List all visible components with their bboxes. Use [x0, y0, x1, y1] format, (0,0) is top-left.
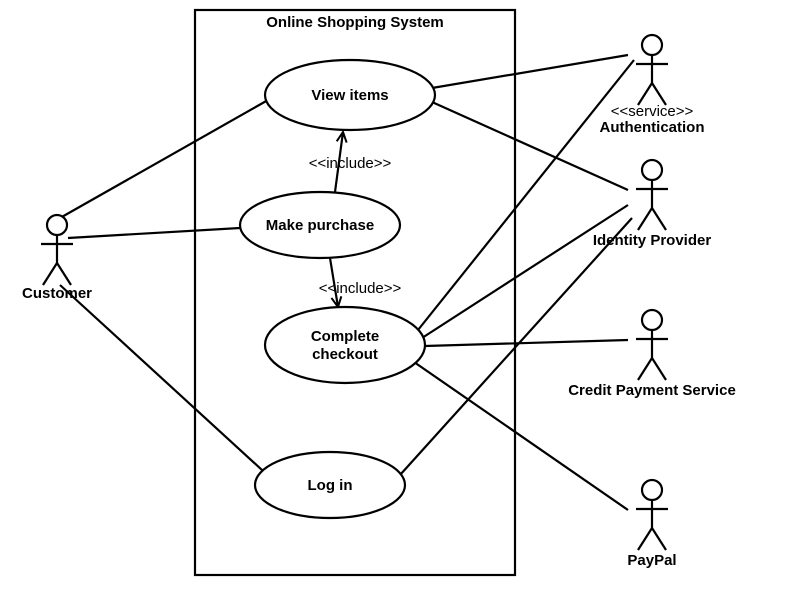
association-line [425, 340, 628, 346]
usecase-label: Log in [308, 477, 353, 494]
actor-customer [41, 215, 73, 285]
association-line [432, 102, 628, 190]
include-label: <<include>> [319, 280, 402, 297]
association-line [60, 100, 268, 218]
use-case-diagram: Online Shopping System View items Make p… [0, 0, 800, 599]
usecase-label: checkout [312, 346, 378, 363]
actor-label: Customer [22, 285, 92, 302]
actor-idp [636, 160, 668, 230]
usecase-log-in: Log in [255, 452, 405, 518]
usecase-label: Make purchase [266, 217, 374, 234]
usecase-complete-checkout: Complete checkout [265, 307, 425, 383]
actor-label: Identity Provider [593, 232, 712, 249]
usecase-make-purchase: Make purchase [240, 192, 400, 258]
association-line [422, 205, 628, 338]
actor-label: PayPal [627, 552, 676, 569]
actor-stereotype: <<service>> [611, 103, 694, 120]
actor-label: Authentication [600, 119, 705, 136]
actor-credit [636, 310, 668, 380]
actor-label: Credit Payment Service [568, 382, 736, 399]
association-line [60, 285, 262, 470]
include-label: <<include>> [309, 155, 392, 172]
usecase-label: Complete [311, 328, 379, 345]
actor-auth [636, 35, 668, 105]
association-line [432, 55, 628, 88]
usecase-label: View items [311, 87, 388, 104]
usecase-view-items: View items [265, 60, 435, 130]
actor-paypal [636, 480, 668, 550]
system-boundary-title: Online Shopping System [266, 14, 444, 31]
association-line [68, 228, 240, 238]
association-line [418, 60, 634, 330]
